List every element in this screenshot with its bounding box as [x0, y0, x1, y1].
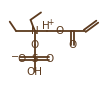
Text: N: N: [31, 26, 39, 36]
Text: +: +: [47, 18, 54, 27]
Text: O: O: [56, 26, 64, 36]
Text: O: O: [45, 54, 54, 64]
Text: O: O: [17, 54, 25, 64]
Text: −: −: [11, 52, 19, 62]
Text: O: O: [68, 40, 76, 50]
Text: S: S: [31, 54, 38, 64]
Text: OH: OH: [27, 67, 43, 77]
Text: H: H: [42, 21, 49, 31]
Text: O: O: [31, 40, 39, 50]
